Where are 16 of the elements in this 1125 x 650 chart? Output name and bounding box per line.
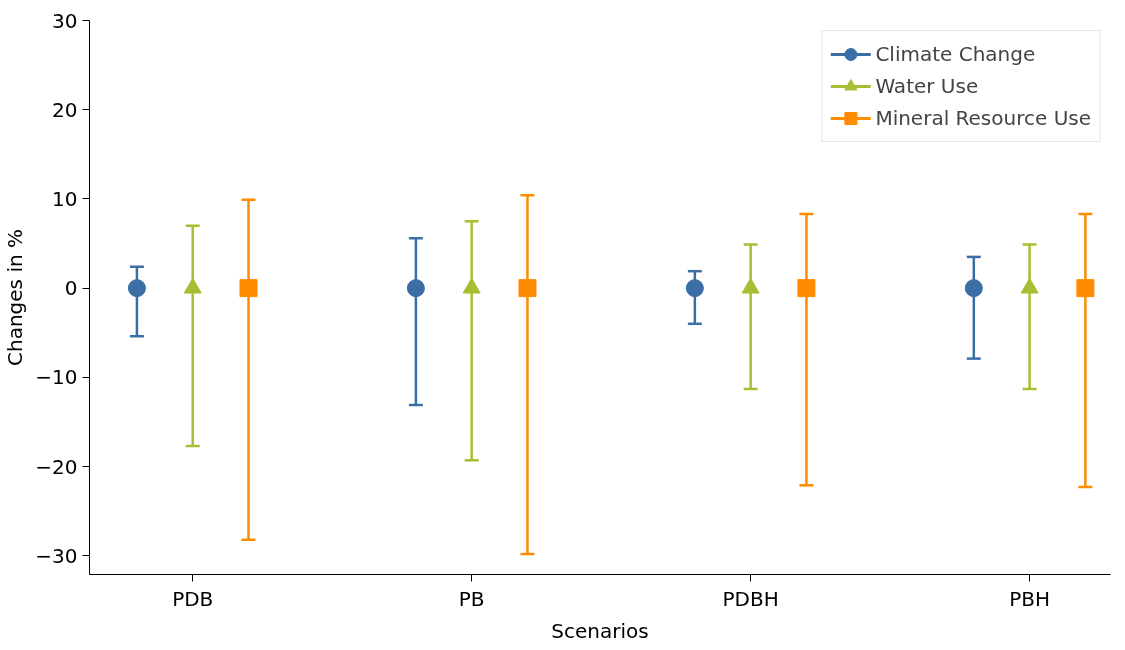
legend-label: Mineral Resource Use	[875, 106, 1091, 130]
legend-label: Climate Change	[875, 42, 1036, 66]
x-axis-title: Scenarios	[551, 618, 649, 643]
y-tick-label: −30	[35, 543, 78, 568]
y-tick-label: 20	[52, 97, 78, 122]
y-tick-label: −20	[35, 454, 78, 479]
x-tick-label: PDBH	[722, 586, 779, 611]
y-tick-label: 30	[52, 8, 78, 33]
y-tick-label: 0	[64, 276, 78, 301]
x-tick-label: PBH	[1009, 586, 1051, 611]
x-tick-label: PDB	[172, 586, 214, 611]
legend-label: Water Use	[875, 74, 979, 98]
x-tick-label: PB	[458, 586, 485, 611]
y-tick-label: 10	[52, 186, 78, 211]
y-tick-label: −10	[35, 365, 78, 390]
y-axis-title: Changes in %	[3, 229, 28, 366]
